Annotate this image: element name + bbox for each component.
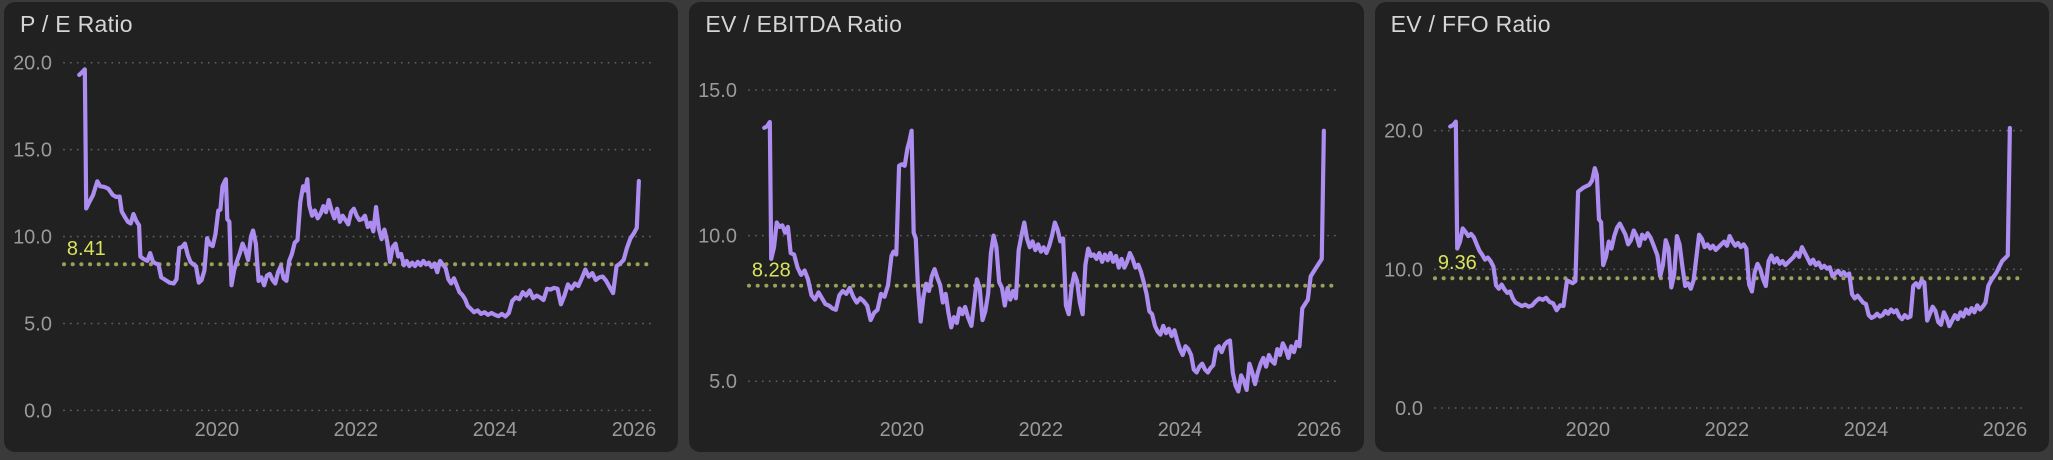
- x-tick-label: 2022: [1704, 419, 1748, 441]
- y-tick-label: 15.0: [13, 140, 52, 162]
- x-tick-label: 2026: [1982, 419, 2026, 441]
- chart-title: P / E Ratio: [20, 11, 133, 37]
- reference-label: 8.41: [67, 238, 106, 260]
- y-tick-label: 10.0: [698, 226, 737, 248]
- x-tick-label: 2020: [195, 419, 239, 441]
- y-tick-label: 5.0: [710, 371, 738, 393]
- y-tick-label: 0.0: [24, 400, 52, 422]
- pe-ratio-chart[interactable]: 0.0 5.0 10.0 15.0 20.0 2020 2022 2024 2026 8.41: [4, 2, 678, 452]
- y-tick-label: 0.0: [1395, 398, 1423, 420]
- chart-title: EV / EBITDA Ratio: [705, 11, 903, 37]
- x-tick-label: 2024: [473, 419, 517, 441]
- x-tick-label: 2026: [612, 419, 656, 441]
- x-tick-label: 2020: [880, 419, 924, 441]
- x-tick-label: 2024: [1843, 419, 1887, 441]
- x-tick-label: 2022: [1019, 419, 1063, 441]
- y-tick-label: 10.0: [1384, 259, 1423, 281]
- x-tick-label: 2026: [1297, 419, 1341, 441]
- x-tick-label: 2020: [1565, 419, 1609, 441]
- series-line: [1447, 119, 2012, 329]
- x-tick-label: 2024: [1158, 419, 1202, 441]
- y-tick-label: 15.0: [698, 80, 737, 102]
- y-tick-label: 10.0: [13, 227, 52, 249]
- pe-ratio-panel: P / E Ratio 0.0 5.0 10.0 15.0 20.0 2020 2022 20…: [4, 2, 679, 452]
- series-line: [762, 119, 1327, 394]
- y-tick-label: 20.0: [1384, 121, 1423, 143]
- series-line: [77, 67, 641, 319]
- chart-title: EV / FFO Ratio: [1390, 11, 1551, 37]
- reference-label: 8.28: [752, 260, 791, 282]
- y-tick-label: 5.0: [24, 313, 52, 335]
- ev-ebitda-chart[interactable]: 5.0 10.0 15.0 2020 2022 2024 2026 8.28: [689, 2, 1363, 452]
- reference-label: 9.36: [1438, 252, 1477, 274]
- x-tick-label: 2022: [334, 419, 378, 441]
- ev-ffo-chart[interactable]: 0.0 10.0 20.0 2020 2022 2024 2026 9.36: [1375, 2, 2049, 452]
- ev-ffo-panel: EV / FFO Ratio 0.0 10.0 20.0 2020 2022 2024 20…: [1374, 2, 2049, 452]
- y-tick-label: 20.0: [13, 53, 52, 75]
- ev-ebitda-panel: EV / EBITDA Ratio 5.0 10.0 15.0 2020 2022 202…: [689, 2, 1364, 452]
